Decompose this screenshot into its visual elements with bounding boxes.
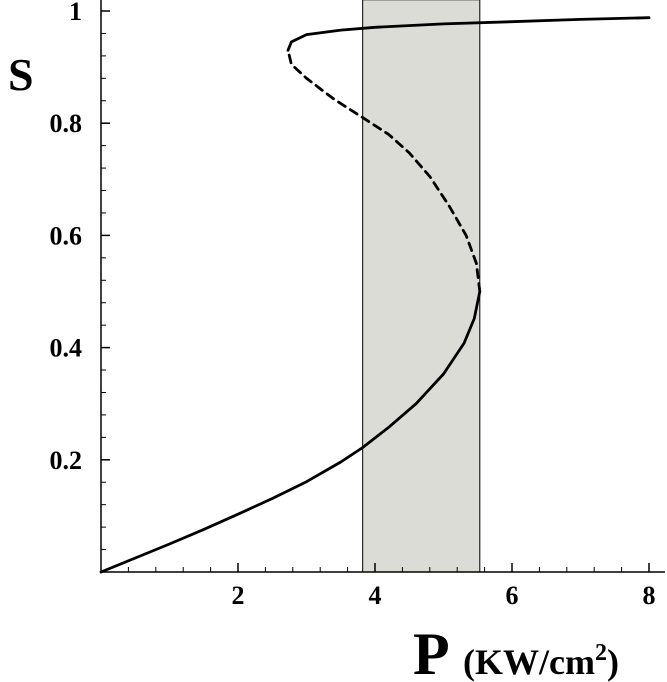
svg-text:(KW/cm2): (KW/cm2) [463, 640, 619, 682]
curves [99, 16, 651, 574]
y-tick-label: 0.2 [50, 446, 83, 475]
x-tick-label: 8 [643, 581, 656, 610]
svg-text:P: P [413, 621, 450, 682]
x-minor-ticks [127, 567, 623, 572]
shaded-region [362, 0, 481, 573]
x-axis-symbol: P [413, 621, 450, 682]
y-tick-label: 0.8 [50, 109, 83, 138]
y-tick-label: 0.4 [50, 334, 83, 363]
curve-segment-solid [286, 16, 651, 52]
y-ticks: 0.2 0.4 0.6 0.8 1 [50, 0, 110, 475]
curve-segment-dashed [286, 48, 482, 293]
y-tick-label: 0.6 [50, 221, 83, 250]
x-tick-label: 4 [369, 581, 382, 610]
x-tick-label: 2 [232, 581, 245, 610]
curve-segment-solid [99, 290, 482, 574]
x-axis-unit: (KW/cm [463, 642, 595, 682]
x-axis-unit-close: ) [607, 642, 619, 682]
y-minor-ticks [101, 32, 106, 551]
x-tick-label: 6 [506, 581, 519, 610]
x-axis-label: P (KW/cm2) [413, 621, 619, 682]
y-axis-label: S [8, 49, 34, 100]
y-tick-label: 1 [69, 0, 82, 26]
x-axis-unit-exponent: 2 [595, 640, 607, 666]
x-ticks: 2 4 6 8 [232, 563, 656, 610]
